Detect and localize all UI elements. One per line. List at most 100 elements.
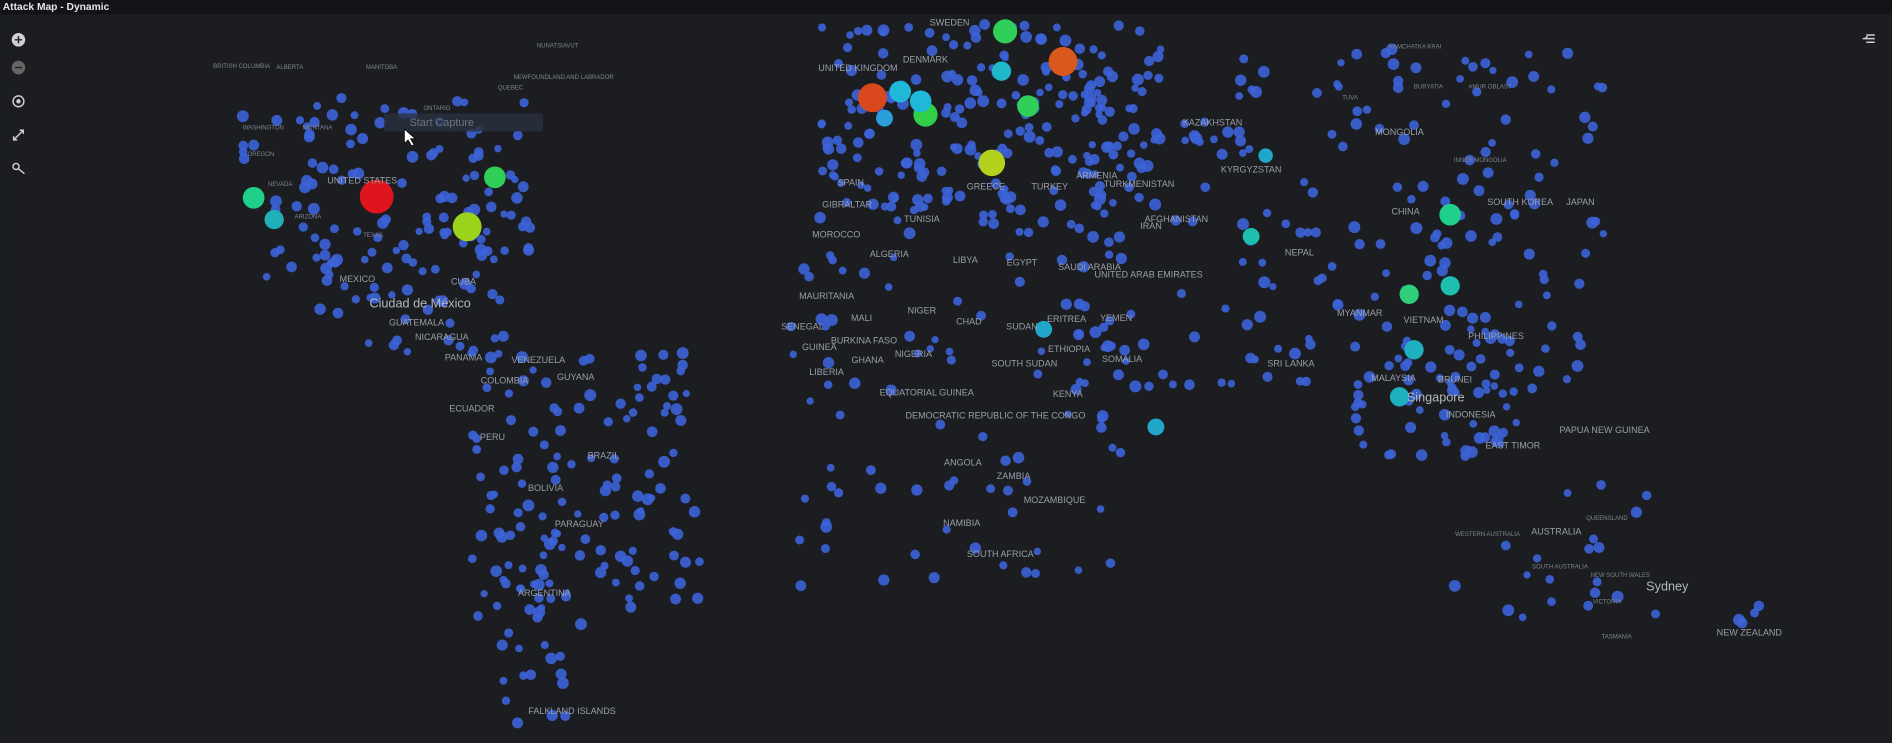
attack-dot (275, 245, 285, 255)
attack-dot (852, 153, 862, 163)
attack-dot (468, 153, 478, 163)
attack-dot (880, 202, 889, 211)
attack-dot (1200, 117, 1210, 127)
zoom-in[interactable] (11, 33, 26, 47)
attack-dot (557, 677, 569, 690)
attack-dot (838, 266, 847, 275)
attack-dot (826, 463, 835, 472)
attack-dot (500, 246, 509, 255)
map-label: WESTERN AUSTRALIA (1455, 532, 1520, 538)
map-label: Sydney (1646, 580, 1689, 594)
attack-dot (1014, 204, 1026, 216)
attack-dot (1094, 76, 1106, 88)
attack-dot (560, 710, 571, 721)
attack-dot (1037, 347, 1046, 355)
attack-dot (822, 357, 835, 369)
attack-dot (295, 116, 305, 125)
menu-toggle[interactable] (1862, 34, 1875, 43)
attack-dot (1094, 103, 1104, 113)
attack-dot (946, 355, 956, 365)
attack-dot (539, 440, 549, 450)
attack-dot (1338, 141, 1348, 152)
attack-dot (1392, 82, 1404, 94)
attack-dot (806, 397, 814, 405)
attack-dot (337, 175, 347, 185)
attack-dot (628, 408, 638, 417)
map-label: NEW SOUTH WALES (1591, 573, 1650, 579)
attack-dot (1154, 73, 1164, 83)
attack-dot (1037, 216, 1049, 228)
attack-dot (795, 580, 807, 592)
fullscreen[interactable] (12, 129, 25, 141)
zoom-out[interactable] (11, 60, 26, 75)
attack-dot (1096, 505, 1105, 513)
attack-dot (435, 193, 446, 204)
attack-dot (822, 143, 835, 155)
attack-dot (1059, 34, 1072, 47)
map-label: VIETNAM (1404, 315, 1444, 325)
attack-dot (634, 581, 645, 591)
attack-hotspot (484, 166, 506, 189)
attack-dot (1464, 154, 1475, 166)
attack-dot (353, 227, 362, 236)
map-label: KAZAKHSTAN (1183, 117, 1243, 127)
map-label: MOROCCO (812, 230, 860, 240)
attack-dot (1313, 275, 1323, 286)
attack-dot (874, 167, 884, 176)
attack-dot (1575, 339, 1586, 350)
attack-dot (1407, 195, 1416, 204)
attack-dot (525, 669, 537, 680)
attack-dot (540, 377, 552, 388)
attack-dot (1005, 252, 1014, 261)
locate[interactable] (12, 95, 25, 108)
map-label: DENMARK (903, 55, 948, 65)
attack-dot (440, 230, 449, 240)
attack-dot (360, 255, 369, 264)
settings[interactable] (12, 162, 25, 175)
map-label: KYRGYZSTAN (1221, 164, 1282, 174)
attack-dot (557, 497, 567, 507)
attack-dot (1074, 223, 1085, 234)
attack-dot (1547, 85, 1556, 94)
attack-hotspot (991, 61, 1012, 81)
attack-dot (635, 393, 644, 402)
map-label: EQUATORIAL GUINEA (880, 388, 974, 398)
attack-dot (517, 181, 529, 193)
attack-dot (1422, 270, 1432, 281)
attack-dot (499, 676, 508, 685)
attack-dot (1574, 278, 1585, 289)
attack-dot (609, 454, 619, 464)
attack-dot (496, 639, 508, 651)
map-label: VENEZUELA (511, 355, 565, 365)
map-label: LIBERIA (809, 367, 844, 377)
attack-dot (1352, 106, 1363, 117)
attack-dot (1384, 361, 1394, 371)
attack-dot (1545, 574, 1555, 584)
attack-dot (1258, 258, 1267, 267)
attack-dot (1375, 239, 1386, 249)
attack-dot (1075, 329, 1084, 339)
attack-dot (546, 594, 556, 604)
attack-dot (367, 247, 377, 257)
attack-dot (380, 104, 390, 113)
attack-dot (947, 69, 957, 79)
attack-dot (480, 590, 488, 598)
attack-dot (951, 143, 963, 155)
attack-dot (486, 367, 495, 376)
attack-dot (1257, 65, 1270, 78)
map-label: Singapore (1407, 390, 1465, 404)
attack-dot (1221, 304, 1230, 313)
attack-dot (1599, 230, 1608, 238)
attack-dot (1480, 58, 1491, 69)
attack-dot (1052, 23, 1061, 32)
attack-dot (1134, 192, 1144, 203)
attack-dot (1387, 58, 1400, 70)
attack-dot (1088, 141, 1096, 149)
attack-dot (1447, 382, 1457, 392)
attack-dot (1089, 45, 1098, 54)
attack-dot (1528, 198, 1541, 210)
attack-dot (1483, 386, 1491, 394)
attack-dot (1354, 239, 1365, 250)
attack-dot (655, 483, 666, 494)
tooltip-text[interactable]: Start Capture (410, 117, 475, 129)
